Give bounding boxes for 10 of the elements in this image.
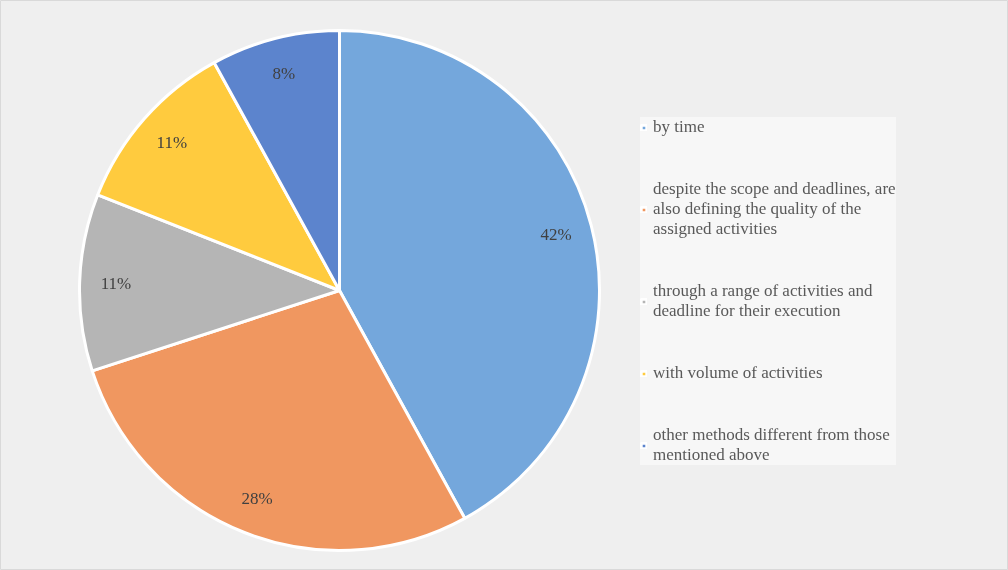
data-label: 42% bbox=[540, 225, 572, 245]
legend-label: through a range of activities and deadline for their execution bbox=[653, 281, 873, 321]
data-label: 11% bbox=[156, 133, 188, 153]
data-label: 11% bbox=[100, 273, 132, 293]
data-label: 28% bbox=[241, 488, 273, 508]
legend-label: other methods different from those mentioned above bbox=[653, 425, 890, 465]
legend-label: with volume of activities bbox=[653, 363, 823, 383]
data-label: 8% bbox=[272, 64, 296, 84]
legend-label: despite the scope and deadlines, are also defining the quality of the assigned activities bbox=[653, 179, 896, 239]
legend-label: by time bbox=[653, 117, 705, 137]
